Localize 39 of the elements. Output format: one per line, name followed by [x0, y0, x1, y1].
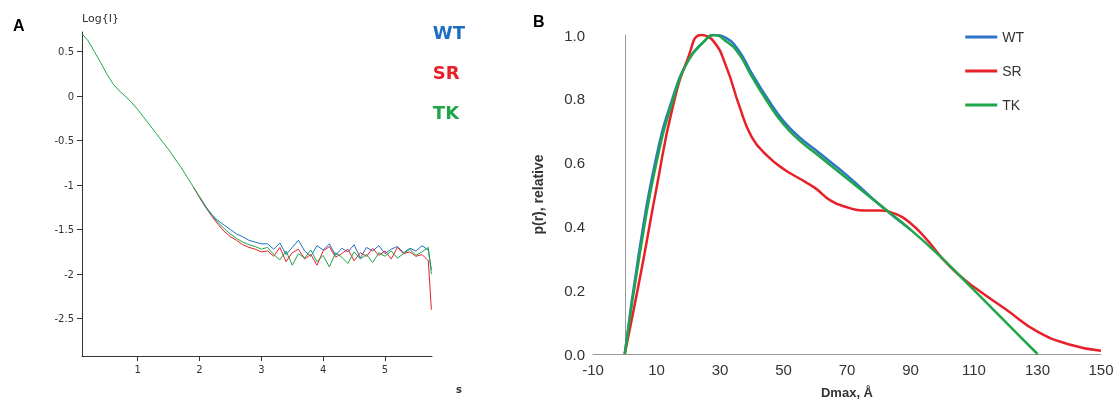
text: TK — [432, 101, 461, 123]
y-tick-label: -0.5 — [54, 135, 74, 147]
x-tick-label: 30 — [711, 361, 729, 378]
y-tick-label: -2 — [64, 268, 74, 280]
legend-label: TK — [1002, 97, 1021, 113]
text: WT — [432, 21, 466, 43]
x-axis-title: s — [456, 383, 463, 395]
x-tick-label: 2 — [196, 363, 203, 375]
y-tick-label: 1.0 — [564, 26, 585, 44]
y-tick-label: 0.2 — [564, 281, 585, 299]
y-tick-label: 0.0 — [564, 345, 585, 363]
y-tick-label: -2.5 — [54, 313, 74, 325]
x-axis-title: Dmax, Å — [820, 385, 874, 400]
x-tick-label: -10 — [582, 361, 604, 378]
x-tick-label: 70 — [838, 361, 856, 378]
x-tick-label: 4 — [319, 363, 327, 375]
y-tick-label: -1.5 — [54, 224, 74, 236]
y-axis-title: Log{I} — [82, 12, 119, 25]
y-tick-label: 0.4 — [564, 217, 585, 235]
x-tick-label: 10 — [648, 361, 665, 378]
y-axis-title: p(r), relative — [530, 154, 546, 235]
x-tick-label: 5 — [381, 363, 389, 375]
y-tick-label: 0.6 — [564, 154, 585, 172]
y-tick-label: 0 — [67, 90, 74, 102]
x-tick-label: 150 — [1088, 361, 1114, 378]
legend-label: SR — [1002, 63, 1022, 79]
y-tick-label: 0.5 — [58, 46, 74, 58]
x-tick-label: 130 — [1024, 361, 1051, 378]
x-tick-label: 90 — [902, 361, 919, 378]
chart-title: B — [533, 12, 545, 30]
legend-label: WT — [1002, 29, 1025, 45]
x-tick-label: 3 — [258, 363, 265, 375]
x-tick-label: 1 — [134, 363, 141, 375]
x-tick-label: 50 — [775, 361, 792, 378]
chart-title: A — [13, 16, 25, 34]
y-tick-label: -1 — [64, 179, 74, 191]
text: SR — [432, 61, 460, 83]
y-tick-label: 0.8 — [564, 90, 585, 108]
x-tick-label: 110 — [962, 361, 986, 378]
